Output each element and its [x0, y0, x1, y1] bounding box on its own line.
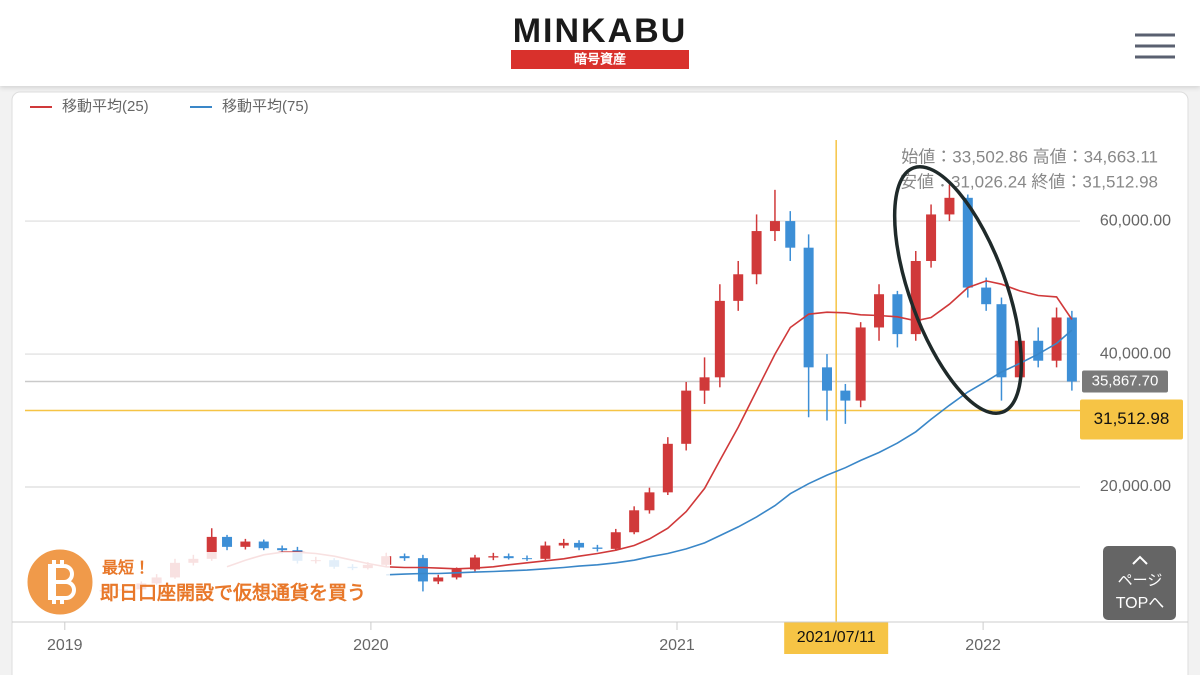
candle-body — [258, 541, 269, 549]
candle-body — [417, 558, 428, 582]
y-tick-label: 20,000.00 — [1100, 478, 1171, 495]
candle-body — [714, 300, 725, 378]
date-tag-label: 2021/07/11 — [797, 629, 876, 646]
logo-badge — [511, 50, 689, 69]
ohlc-info: 安値：31,026.24 終値：31,512.98 — [900, 172, 1158, 191]
candle-body — [277, 548, 288, 551]
candle-body — [206, 536, 217, 559]
candle-body — [488, 556, 499, 558]
page-top-button[interactable]: ページ TOPへ — [1103, 546, 1176, 620]
logo-subtitle: 暗号資産 — [574, 51, 626, 66]
candle-body — [803, 247, 814, 368]
candle-body — [644, 492, 655, 511]
candle-body — [222, 536, 233, 547]
x-tick-label: 2021 — [659, 637, 695, 654]
logo[interactable]: MINKABU — [513, 12, 688, 50]
candle-body — [503, 556, 514, 559]
ad-line2: 即日口座開設で仮想通貨を買う — [100, 581, 366, 604]
candle-body — [1033, 340, 1044, 361]
candle-body — [855, 327, 866, 401]
candle-body — [610, 532, 621, 549]
candle-body — [574, 542, 585, 548]
ad-line1: 最短！ — [102, 558, 150, 577]
y-tick-label: 60,000.00 — [1100, 212, 1171, 229]
x-tick-label: 2019 — [47, 637, 83, 654]
legend-label[interactable]: 移動平均(75) — [222, 98, 309, 115]
candle-body — [751, 231, 762, 275]
annotation-ellipse — [892, 164, 1024, 416]
candle-body — [981, 287, 992, 305]
bitcoin-symbol — [48, 560, 76, 604]
candle-body — [892, 294, 903, 335]
candle-body — [840, 390, 851, 401]
candle-body — [592, 547, 603, 549]
candle-body — [769, 221, 780, 232]
page-top-bg — [1103, 546, 1176, 620]
moving-average-line — [386, 329, 1073, 576]
overlay: 35,867.70 31,512.98 始値：33,502.86 高値：34,663… — [22, 147, 1183, 654]
ohlc-info: 始値：33,502.86 高値：34,663.11 — [901, 147, 1158, 166]
candle-body — [733, 274, 744, 301]
candle-body — [1066, 317, 1077, 382]
page-top-line2: TOPへ — [1116, 595, 1165, 612]
candle-body — [399, 556, 410, 559]
candle-body — [469, 557, 480, 570]
ad-banner[interactable]: 最短！ 即日口座開設で仮想通貨を買う — [22, 546, 390, 618]
header-bar — [0, 0, 1200, 86]
candle-body — [996, 304, 1007, 378]
menu-button[interactable] — [1135, 33, 1175, 59]
page-top-line1: ページ — [1118, 572, 1163, 589]
y-tick-label: 40,000.00 — [1100, 345, 1171, 362]
candle-body — [662, 443, 673, 493]
candle-body — [1051, 317, 1062, 361]
candle-body — [558, 542, 569, 546]
price-tag-label: 35,867.70 — [1092, 372, 1159, 389]
candle-body — [962, 197, 973, 288]
x-tick-label: 2020 — [353, 637, 389, 654]
candle-body — [433, 577, 444, 582]
candle-body — [540, 545, 551, 559]
page-top-caret — [1132, 555, 1148, 565]
price-tag-label: 31,512.98 — [1094, 409, 1170, 428]
candle-body — [785, 221, 796, 248]
candle-body — [910, 260, 921, 335]
candle-body — [240, 541, 251, 547]
candle-body — [699, 377, 710, 391]
candle-body — [944, 197, 955, 215]
legend-label[interactable]: 移動平均(25) — [62, 98, 149, 115]
price-tag — [1082, 370, 1168, 393]
x-tick-label: 2022 — [965, 637, 1001, 654]
candle-body — [681, 390, 692, 444]
candle-body — [926, 214, 937, 261]
candle-body — [874, 294, 885, 328]
date-tag — [784, 622, 889, 654]
ad-background — [22, 552, 390, 614]
chart-card — [11, 91, 1189, 675]
candle-body — [821, 367, 832, 391]
price-tag — [1080, 399, 1183, 440]
candle-body — [522, 558, 533, 560]
candle-body — [629, 510, 640, 533]
